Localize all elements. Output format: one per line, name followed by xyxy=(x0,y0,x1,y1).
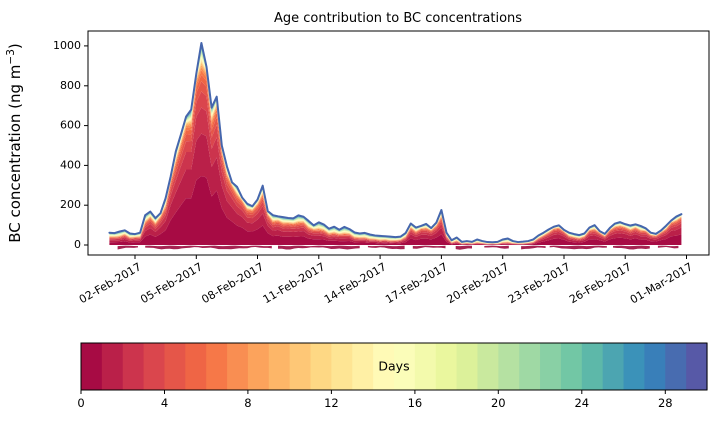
colorbar-tick-label: 24 xyxy=(574,396,589,410)
baseline-strip-segment xyxy=(657,245,679,249)
colorbar-tick-label: 16 xyxy=(408,396,423,410)
x-tick-label: 08-Feb-2017 xyxy=(199,260,266,306)
colorbar-cell xyxy=(227,343,249,390)
baseline-strip xyxy=(117,245,679,250)
colorbar-tick-label: 8 xyxy=(244,396,251,410)
colorbar-tick-label: 0 xyxy=(77,396,84,410)
baseline-strip-segment xyxy=(549,245,607,250)
colorbar-tick-label: 4 xyxy=(161,396,168,410)
colorbar-cell xyxy=(581,343,604,390)
colorbar-tick-label: 12 xyxy=(324,396,339,410)
y-tick-label: 600 xyxy=(60,119,81,132)
colorbar-cell xyxy=(164,343,186,390)
baseline-strip-segment xyxy=(613,245,650,250)
colorbar-ticks: 0 4 8 12 16 20 24 28 xyxy=(77,390,673,410)
colorbar-cell xyxy=(310,343,332,390)
total-line xyxy=(108,41,683,244)
baseline-strip-segment xyxy=(367,245,405,250)
colorbar-cell xyxy=(477,343,499,390)
colorbar-cell xyxy=(623,343,645,390)
x-tick-label: 23-Feb-2017 xyxy=(506,260,573,306)
x-tick-label: 20-Feb-2017 xyxy=(445,260,512,306)
y-axis-label-pre: BC concentration (ng m xyxy=(6,65,24,243)
y-tick-label: 800 xyxy=(60,79,81,92)
colorbar-cell xyxy=(352,343,374,390)
chart-title: Age contribution to BC concentrations xyxy=(274,11,522,26)
y-axis-label-post: ) xyxy=(6,43,24,49)
baseline-strip-segment xyxy=(412,245,446,249)
x-tick-label: 14-Feb-2017 xyxy=(322,260,389,306)
y-axis-label: BC concentration (ng m−3) xyxy=(5,43,24,243)
colorbar-cell xyxy=(373,343,395,390)
x-tick-label: 02-Feb-2017 xyxy=(77,260,144,306)
colorbar-cells xyxy=(81,343,708,390)
x-tick-label: 26-Feb-2017 xyxy=(567,260,634,306)
colorbar-label: Days xyxy=(378,359,409,374)
baseline-strip-segment xyxy=(521,245,546,250)
colorbar-cell xyxy=(394,343,416,390)
y-tick-label: 0 xyxy=(74,238,81,251)
colorbar-cell xyxy=(206,343,228,390)
colorbar-cell xyxy=(289,343,312,390)
axis-ticks: 0200400600800100002-Feb-201705-Feb-20170… xyxy=(53,39,695,307)
colorbar-cell xyxy=(185,343,207,390)
colorbar-cell xyxy=(268,343,291,390)
colorbar-cell xyxy=(498,343,520,390)
baseline-strip-segment xyxy=(455,245,472,250)
colorbar-cell xyxy=(602,343,625,390)
colorbar-cell xyxy=(247,343,270,390)
y-tick-label: 200 xyxy=(60,198,81,211)
stacked-age-bands xyxy=(109,42,682,246)
colorbar-cell xyxy=(414,343,437,390)
colorbar-tick-label: 28 xyxy=(658,396,673,410)
plot-frame xyxy=(87,30,710,256)
colorbar-cell xyxy=(435,343,458,390)
colorbar-cell xyxy=(644,343,666,390)
baseline-strip-segment xyxy=(484,245,509,249)
x-tick-label: 01-Mar-2017 xyxy=(628,260,695,306)
colorbar-frame xyxy=(80,342,708,391)
y-axis-label-superscript: −3 xyxy=(5,49,17,64)
colorbar-cell xyxy=(81,343,103,390)
baseline-strip-segment xyxy=(117,245,138,250)
age-band xyxy=(109,175,682,246)
baseline-strip-segment xyxy=(278,245,360,250)
x-tick-label: 17-Feb-2017 xyxy=(383,260,450,306)
colorbar-cell xyxy=(519,343,541,390)
colorbar-cell xyxy=(665,343,687,390)
colorbar-cell xyxy=(686,343,708,390)
colorbar-cell xyxy=(143,343,166,390)
colorbar-cell xyxy=(560,343,583,390)
colorbar-cell xyxy=(122,343,145,390)
y-tick-label: 1000 xyxy=(53,39,81,52)
y-tick-label: 400 xyxy=(60,158,81,171)
x-tick-label: 05-Feb-2017 xyxy=(138,260,205,306)
colorbar-cell xyxy=(456,343,479,390)
colorbar-tick-label: 20 xyxy=(491,396,506,410)
colorbar-cell xyxy=(331,343,353,390)
baseline-strip-segment xyxy=(145,245,272,250)
x-tick-label: 11-Feb-2017 xyxy=(261,260,328,306)
colorbar-cell xyxy=(101,343,124,390)
colorbar-cell xyxy=(540,343,562,390)
